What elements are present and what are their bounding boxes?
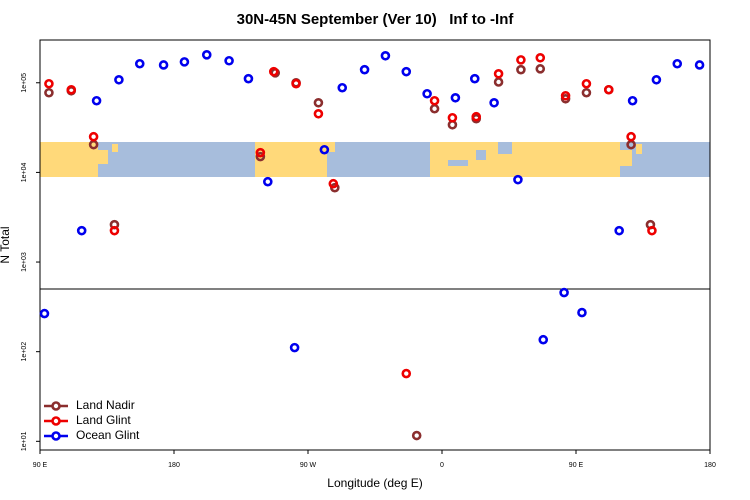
data-point xyxy=(401,368,412,379)
data-point xyxy=(328,178,339,189)
data-point xyxy=(243,73,254,84)
x-tick-label: 180 xyxy=(168,462,180,469)
data-point xyxy=(179,57,190,67)
x-tick-label: 90 E xyxy=(569,462,584,469)
data-point xyxy=(39,308,50,319)
data-point xyxy=(76,225,87,236)
x-tick-label: 90 W xyxy=(300,462,317,469)
data-point xyxy=(44,78,54,89)
data-point xyxy=(158,60,169,70)
legend-swatch-marker xyxy=(51,416,61,426)
data-point xyxy=(313,108,324,119)
data-point xyxy=(560,90,571,101)
y-tick-label: 1e+04 xyxy=(21,162,28,182)
data-point xyxy=(581,87,592,98)
x-tick-label: 180 xyxy=(704,462,716,469)
chart-title: 30N-45N September (Ver 10) Inf to -Inf xyxy=(237,11,515,28)
data-point xyxy=(109,225,120,236)
y-tick-label: 1e+01 xyxy=(21,431,28,451)
legend-label: Land Glint xyxy=(76,413,131,427)
data-point xyxy=(401,66,412,77)
data-point xyxy=(538,334,549,345)
data-point xyxy=(603,84,614,95)
data-point xyxy=(516,55,526,65)
legend-label: Land Nadir xyxy=(76,398,135,412)
data-point xyxy=(88,131,99,142)
data-point xyxy=(627,95,638,106)
data-point xyxy=(516,64,526,75)
data-point xyxy=(268,66,279,77)
data-point xyxy=(134,58,145,69)
data-point xyxy=(201,50,212,60)
data-point xyxy=(559,287,569,298)
data-point xyxy=(291,78,301,89)
data-point xyxy=(614,225,624,236)
x-axis-label: Longitude (deg E) xyxy=(327,476,422,490)
data-point xyxy=(411,430,422,441)
data-point xyxy=(647,225,657,236)
legend-swatch-marker xyxy=(51,401,61,411)
data-point xyxy=(535,64,546,74)
data-point xyxy=(672,58,683,69)
map-strip xyxy=(40,142,710,177)
data-point xyxy=(429,95,440,106)
data-point xyxy=(44,87,54,98)
data-point xyxy=(626,131,636,142)
data-point xyxy=(422,88,432,99)
data-point xyxy=(447,112,458,123)
data-point xyxy=(91,95,102,106)
data-point xyxy=(114,74,124,85)
data-point xyxy=(380,50,391,61)
data-point xyxy=(513,174,523,185)
data-point xyxy=(493,68,504,79)
data-point xyxy=(493,77,504,87)
data-point xyxy=(429,103,440,114)
data-point xyxy=(319,144,330,155)
y-tick-label: 1e+05 xyxy=(21,73,28,93)
y-tick-label: 1e+03 xyxy=(21,252,28,272)
data-point xyxy=(471,111,482,122)
data-point xyxy=(289,342,300,353)
x-tick-label: 0 xyxy=(440,462,444,469)
plot-frame xyxy=(39,39,711,451)
data-point xyxy=(359,64,370,75)
y-axis-label: N Total xyxy=(0,226,12,263)
data-point xyxy=(694,60,705,70)
x-tick-label: 90 E xyxy=(33,462,48,469)
data-point xyxy=(255,147,266,158)
y-tick-label: 1e+02 xyxy=(21,342,28,362)
data-point xyxy=(337,82,348,93)
data-point xyxy=(651,74,662,85)
data-point xyxy=(581,78,592,89)
data-point xyxy=(577,307,587,318)
data-point xyxy=(469,73,480,84)
data-point xyxy=(535,52,546,63)
data-point xyxy=(450,92,461,103)
data-point xyxy=(224,55,234,66)
data-point xyxy=(262,176,273,187)
legend-label: Ocean Glint xyxy=(76,428,140,442)
data-point xyxy=(255,151,266,162)
data-point xyxy=(66,84,77,95)
data-point xyxy=(489,97,499,108)
data-point xyxy=(313,97,324,108)
legend-swatch-marker xyxy=(51,431,61,441)
